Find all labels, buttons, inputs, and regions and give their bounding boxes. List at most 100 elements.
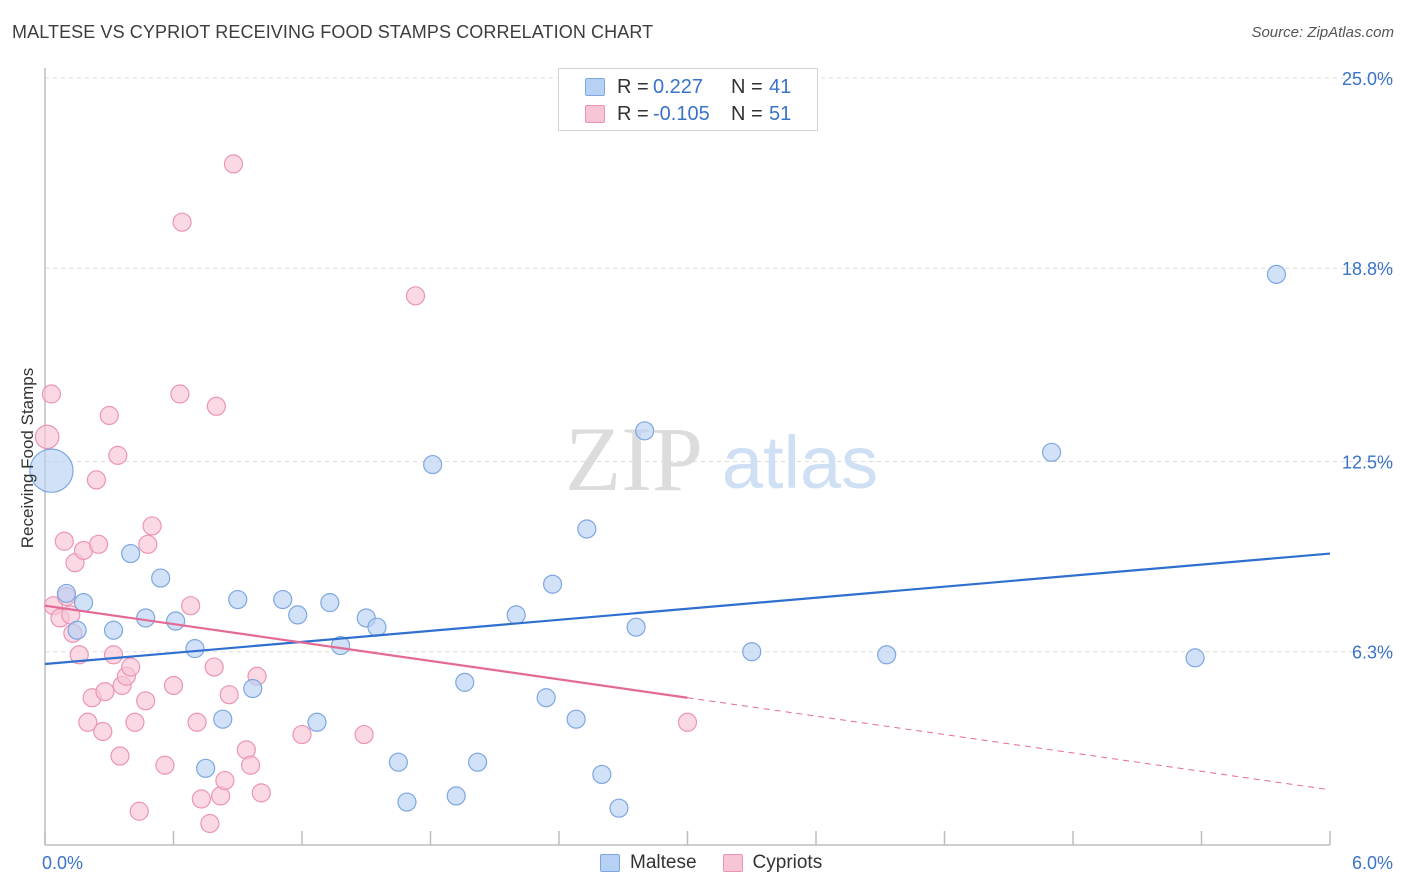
cypriots-trend-line <box>44 604 688 699</box>
maltese-point <box>397 792 417 812</box>
maltese-point <box>506 605 526 625</box>
maltese-point <box>196 758 216 778</box>
maltese-point <box>121 543 141 564</box>
maltese-point <box>742 642 762 662</box>
maltese-point <box>136 608 156 628</box>
y-tick-label: 6.3% <box>1352 643 1393 663</box>
cypriots-point <box>219 685 239 705</box>
cypriots-point <box>78 712 98 732</box>
cypriots-point <box>108 445 128 465</box>
cypriots-point <box>138 534 158 554</box>
legend-row-cypriots: R = -0.105 N = 51 <box>585 102 791 126</box>
cypriots-point <box>204 657 224 677</box>
cypriots-point <box>99 405 119 426</box>
chart-title: MALTESE VS CYPRIOT RECEIVING FOOD STAMPS… <box>12 22 654 42</box>
maltese-point <box>273 589 293 610</box>
maltese-swatch <box>585 78 605 96</box>
maltese-point <box>592 764 612 785</box>
y-tick-label: 12.5% <box>1342 453 1393 473</box>
n-label: N = <box>731 102 763 125</box>
cypriots-swatch <box>585 105 605 123</box>
r-label: R = <box>617 102 649 125</box>
cypriots-point <box>136 691 156 711</box>
n-value: 51 <box>769 102 792 125</box>
cypriots-point <box>95 681 115 702</box>
cypriots-point <box>88 534 109 554</box>
cypriots-point <box>187 712 207 732</box>
cypriots-point <box>121 657 141 677</box>
cypriots-point <box>223 154 244 174</box>
maltese-point <box>388 752 408 772</box>
cypriots-point <box>191 789 211 809</box>
maltese-point <box>609 798 629 818</box>
maltese-point <box>151 568 171 588</box>
cypriots-point <box>69 645 89 665</box>
tick-labels: 6.3% 12.5% 18.8% 25.0% 0.0% 6.0% <box>42 69 1393 873</box>
cypriots-point <box>215 770 235 791</box>
maltese-point <box>566 709 586 729</box>
x-tick-label: 0.0% <box>42 853 83 873</box>
r-value: -0.105 <box>653 102 710 125</box>
r-label: R = <box>617 75 649 98</box>
source-label: Source: ZipAtlas.com <box>1251 24 1394 41</box>
maltese-point <box>320 593 340 613</box>
cypriots-point <box>103 645 124 665</box>
maltese-point <box>73 593 94 613</box>
cypriots-point <box>241 755 261 775</box>
maltese-trend-line <box>44 552 1331 666</box>
maltese-point <box>228 589 248 610</box>
maltese-point <box>877 645 897 665</box>
cypriots-point <box>206 396 226 416</box>
maltese-point <box>542 574 563 594</box>
maltese-point <box>455 672 475 692</box>
trend-lines <box>44 552 1331 791</box>
maltese-point <box>330 635 351 656</box>
maltese-point <box>626 617 646 637</box>
cypriots-point <box>677 712 698 732</box>
legend-row-maltese: R = 0.227 N = 41 <box>585 75 791 99</box>
cypriots-point <box>170 384 190 404</box>
legend-label-cypriots: Cypriots <box>752 852 823 873</box>
maltese-swatch <box>600 854 620 872</box>
maltese-point <box>56 583 77 604</box>
cypriots-point <box>86 470 107 490</box>
watermark-zip: ZIP <box>565 408 703 510</box>
cypriots-point <box>129 801 149 821</box>
cypriots-point <box>354 724 374 745</box>
maltese-point <box>166 611 186 631</box>
cypriots-point <box>405 286 426 306</box>
maltese-point <box>1266 264 1287 284</box>
maltese-point <box>446 786 466 806</box>
maltese-point <box>103 620 124 640</box>
maltese-point <box>468 752 488 772</box>
cypriots-trend-extension <box>687 697 1331 791</box>
cypriots-point <box>200 813 220 834</box>
maltese-point <box>185 639 205 659</box>
r-value: 0.227 <box>653 75 704 98</box>
series-legend: Maltese Cypriots <box>600 852 848 874</box>
watermark: ZIP atlas <box>565 408 878 510</box>
cypriots-swatch <box>722 854 743 872</box>
legend-label-maltese: Maltese <box>630 852 697 873</box>
maltese-point <box>307 712 327 732</box>
cypriots-point <box>251 783 271 803</box>
maltese-point <box>423 454 443 475</box>
n-label: N = <box>731 75 763 98</box>
y-axis-label: Receiving Food Stamps <box>18 367 37 549</box>
x-tick-label: 6.0% <box>1352 853 1393 873</box>
cypriots-point <box>93 721 113 742</box>
correlation-legend: R = 0.227 N = 41 R = -0.105 N = 51 <box>558 68 818 131</box>
maltese-point <box>1041 442 1062 462</box>
maltese-point <box>367 617 387 637</box>
cypriots-point <box>163 675 184 696</box>
maltese-point <box>288 605 308 625</box>
y-tick-label: 25.0% <box>1342 69 1393 89</box>
maltese-point <box>635 421 655 441</box>
legend-item-cypriots: Cypriots <box>722 852 823 874</box>
maltese-point <box>29 448 74 493</box>
cypriots-point <box>125 712 145 732</box>
maltese-point <box>1185 648 1205 668</box>
cypriots-point <box>292 724 312 745</box>
cypriots-points <box>34 154 698 834</box>
